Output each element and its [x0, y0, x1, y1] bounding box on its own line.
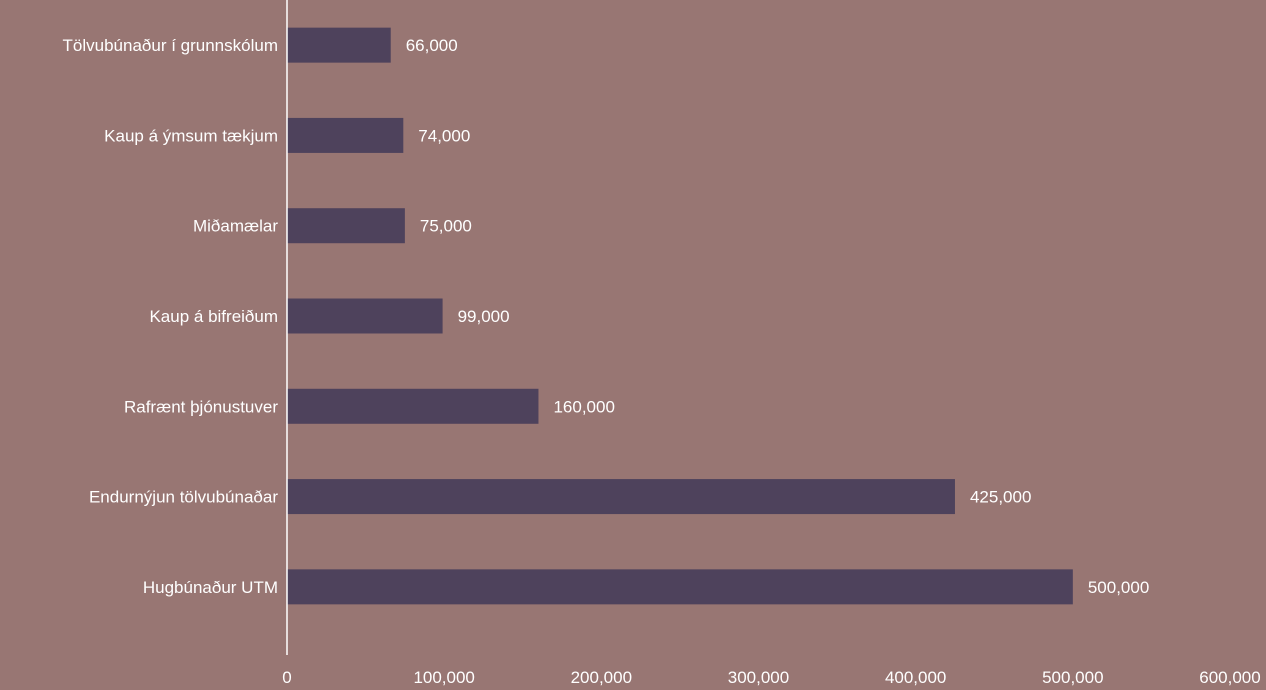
category-label: Rafrænt þjónustuver	[124, 397, 278, 416]
category-label: Tölvubúnaður í grunnskólum	[63, 36, 278, 55]
category-label: Endurnýjun tölvubúnaðar	[89, 488, 278, 507]
value-label: 99,000	[458, 307, 510, 326]
x-tick-label: 100,000	[413, 668, 474, 687]
bar-1	[287, 27, 391, 63]
bar-7	[287, 569, 1073, 605]
value-label: 160,000	[553, 397, 614, 416]
x-tick-label: 300,000	[728, 668, 789, 687]
category-label: Hugbúnaður UTM	[143, 578, 278, 597]
bar-4	[287, 298, 443, 334]
x-tick-label: 500,000	[1042, 668, 1103, 687]
category-labels: Tölvubúnaður í grunnskólum Kaup á ýmsum t…	[63, 36, 279, 597]
category-label: Kaup á bifreiðum	[149, 307, 278, 326]
bar-3	[287, 208, 405, 244]
value-label: 74,000	[418, 126, 470, 145]
bars-group	[287, 27, 1073, 605]
x-tick-label: 400,000	[885, 668, 946, 687]
bar-5	[287, 388, 539, 424]
value-label: 75,000	[420, 217, 472, 236]
value-label: 500,000	[1088, 578, 1149, 597]
value-labels: 66,000 74,000 75,000 99,000 160,000 425,000 50…	[406, 36, 1150, 597]
value-label: 66,000	[406, 36, 458, 55]
x-tick-label: 0	[282, 668, 291, 687]
bar-6	[287, 479, 955, 515]
x-tick-label: 600,000	[1199, 668, 1260, 687]
x-tick-label: 200,000	[571, 668, 632, 687]
value-label: 425,000	[970, 488, 1031, 507]
category-label: Kaup á ýmsum tækjum	[104, 126, 278, 145]
category-label: Miðamælar	[193, 217, 278, 236]
bar-2	[287, 117, 404, 153]
x-axis-ticks: 0 100,000 200,000 300,000 400,000 500,000 600,…	[282, 668, 1260, 687]
